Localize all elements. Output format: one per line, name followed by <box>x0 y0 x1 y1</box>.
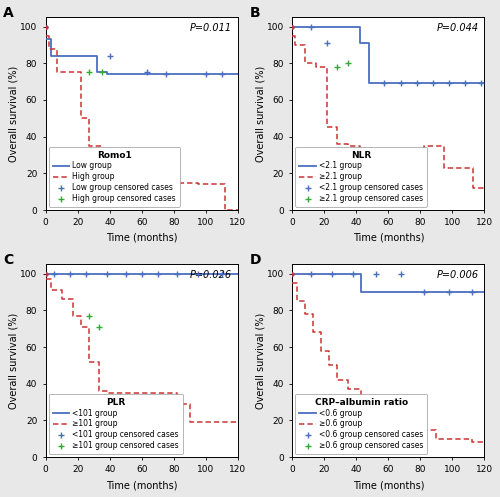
Y-axis label: Overall survival (%): Overall survival (%) <box>8 313 18 409</box>
X-axis label: Time (months): Time (months) <box>352 480 424 490</box>
X-axis label: Time (months): Time (months) <box>352 233 424 243</box>
Text: A: A <box>4 6 14 20</box>
Text: B: B <box>250 6 260 20</box>
Text: P=0.044: P=0.044 <box>436 23 478 33</box>
Y-axis label: Overall survival (%): Overall survival (%) <box>8 66 18 162</box>
Y-axis label: Overall survival (%): Overall survival (%) <box>256 313 266 409</box>
Text: C: C <box>4 253 14 267</box>
Legend: Low group, High group, Low group censored cases, High group censored cases: Low group, High group, Low group censore… <box>49 147 180 207</box>
X-axis label: Time (months): Time (months) <box>106 480 178 490</box>
Text: P=0.011: P=0.011 <box>190 23 232 33</box>
Legend: <0.6 group, ≥0.6 group, <0.6 group censored cases, ≥0.6 group censored cases: <0.6 group, ≥0.6 group, <0.6 group censo… <box>296 394 427 454</box>
Legend: <101 group, ≥101 group, <101 group censored cases, ≥101 group censored cases: <101 group, ≥101 group, <101 group censo… <box>49 394 183 454</box>
Text: P=0.026: P=0.026 <box>190 270 232 280</box>
X-axis label: Time (months): Time (months) <box>106 233 178 243</box>
Legend: <2.1 group, ≥2.1 group, <2.1 group censored cases, ≥2.1 group censored cases: <2.1 group, ≥2.1 group, <2.1 group censo… <box>296 147 427 207</box>
Text: D: D <box>250 253 262 267</box>
Y-axis label: Overall survival (%): Overall survival (%) <box>256 66 266 162</box>
Text: P=0.006: P=0.006 <box>436 270 478 280</box>
